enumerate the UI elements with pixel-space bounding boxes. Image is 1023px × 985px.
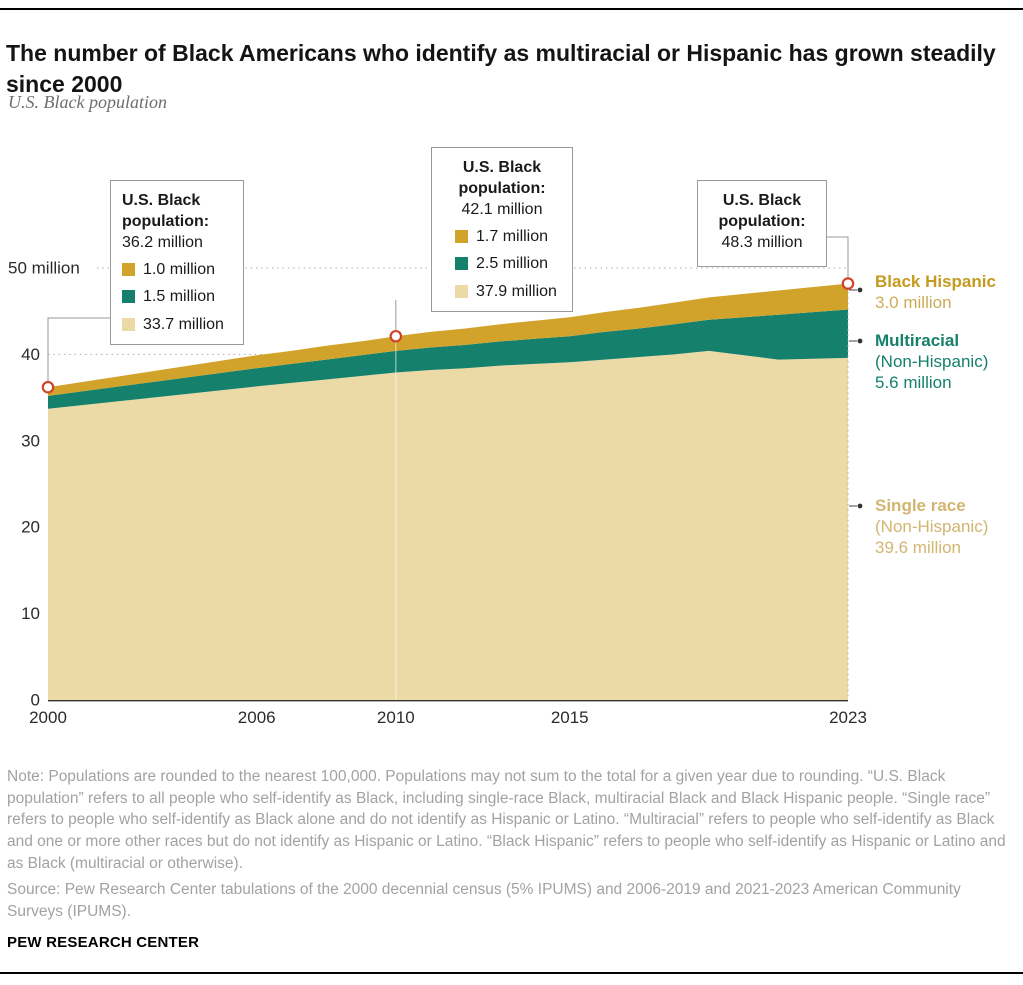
annotation-label: Multiracial [875, 331, 960, 350]
annotation-qualifier: (Non-Hispanic) [875, 352, 989, 371]
legend-row: 33.7 million [122, 314, 232, 335]
callout-2023: U.S. Black population: 48.3 million [697, 180, 827, 268]
page-subtitle: U.S. Black population [8, 92, 167, 112]
highlight-marker-2000 [41, 380, 55, 394]
top-divider [0, 8, 1023, 10]
leader-2000 [47, 317, 110, 382]
legend-row: 1.5 million [122, 286, 232, 307]
callout-2010: U.S. Black population: 42.1 million 1.7 … [431, 147, 573, 312]
annotation-value: 39.6 million [875, 538, 961, 557]
area-black_hispanic [48, 283, 848, 396]
callout-title: U.S. Black population: [458, 159, 546, 198]
x-tick-label-2006: 2006 [238, 708, 276, 727]
legend-row: 37.9 million [443, 281, 561, 302]
side-connector-dot [857, 287, 863, 293]
legend-row: 1.0 million [122, 259, 232, 280]
legend-value: 37.9 million [476, 282, 557, 300]
legend-swatch-multiracial [455, 257, 468, 271]
y-tick-label-0: 0 [31, 691, 40, 710]
legend-value: 1.0 million [143, 261, 216, 279]
area-single_race [48, 350, 848, 700]
y-tick-label-30: 30 [21, 431, 40, 450]
page-title: The number of Black Americans who identi… [6, 40, 996, 98]
callout-total: 36.2 million [122, 234, 203, 252]
callout-title: U.S. Black population: [122, 192, 210, 231]
area-multiracial [48, 309, 848, 409]
x-tick-label-2023: 2023 [829, 708, 867, 727]
highlight-marker-2010 [389, 329, 403, 343]
leader-2023 [826, 236, 849, 278]
y-tick-label-50: 50 million [8, 259, 80, 278]
y-tick-label-40: 40 [21, 345, 40, 364]
legend-swatch-single-race [455, 284, 468, 298]
callout-title: U.S. Black population: [718, 192, 806, 231]
annotation-label: Black Hispanic [875, 272, 996, 291]
callout-total: 42.1 million [461, 201, 543, 219]
side-connector-dot [857, 338, 863, 344]
callout-2000: U.S. Black population: 36.2 million 1.0 … [110, 180, 244, 345]
population-area-chart: 0 10 20 30 40 50 million 2000 2006 2010 2015 2023 [8, 236, 867, 727]
legend-value: 33.7 million [143, 315, 224, 333]
legend-row: 2.5 million [443, 253, 561, 274]
annotation-multiracial: Multiracial (Non-Hispanic) 5.6 million [875, 330, 1020, 393]
legend-swatch-black-hispanic [455, 230, 468, 244]
legend-swatch-black-hispanic [122, 263, 135, 277]
highlight-marker-2023 [841, 277, 855, 290]
source-text: Source: Pew Research Center tabulations … [7, 881, 961, 920]
annotation-single-race: Single race (Non-Hispanic) 39.6 million [875, 495, 1020, 558]
note-text: Note: Populations are rounded to the nea… [7, 768, 1006, 872]
x-tick-label-2000: 2000 [29, 708, 67, 727]
annotation-black-hispanic: Black Hispanic 3.0 million [875, 271, 1020, 313]
x-tick-label-2010: 2010 [377, 708, 415, 727]
x-tick-label-2015: 2015 [551, 708, 589, 727]
annotation-qualifier: (Non-Hispanic) [875, 517, 989, 536]
legend-row: 1.7 million [443, 226, 561, 247]
legend-value: 2.5 million [476, 255, 549, 273]
annotation-label: Single race [875, 496, 966, 515]
annotation-value: 5.6 million [875, 373, 952, 392]
legend-value: 1.5 million [143, 288, 216, 306]
brand-footer: PEW RESEARCH CENTER [7, 934, 200, 951]
legend-value: 1.7 million [476, 228, 549, 246]
legend-swatch-multiracial [122, 290, 135, 304]
bottom-divider [0, 972, 1023, 974]
y-tick-label-10: 10 [21, 604, 40, 623]
side-connector-dot [857, 503, 863, 509]
callout-total: 48.3 million [721, 234, 803, 252]
y-tick-label-20: 20 [21, 518, 40, 537]
legend-swatch-single-race [122, 317, 135, 331]
annotation-value: 3.0 million [875, 293, 952, 312]
